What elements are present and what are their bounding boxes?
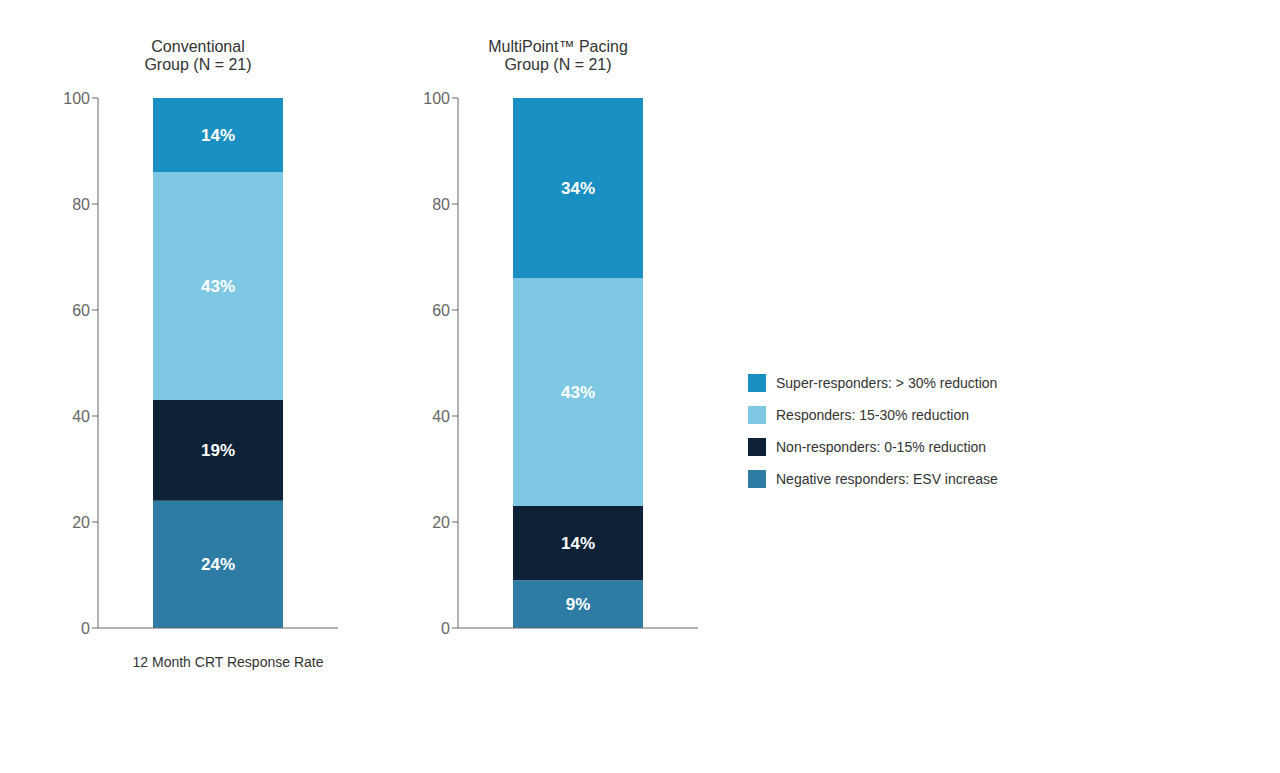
html-text:Conventional: Conventional [151,38,245,55]
svg-text:34%: 34% [561,179,595,198]
svg-text:20: 20 [432,514,450,531]
svg-text:40: 40 [72,408,90,425]
html-text:12 Month CRT Response Rate: 12 Month CRT Response Rate [132,654,324,670]
html-text:Responders: 15-30% reduction: Responders: 15-30% reduction [776,407,969,423]
svg-text:14%: 14% [201,126,235,145]
svg-text:20: 20 [72,514,90,531]
svg-text:24%: 24% [201,555,235,574]
svg-text:60: 60 [432,302,450,319]
html-text:Non-responders: 0-15% reductio: Non-responders: 0-15% reduction [776,439,987,455]
svg-text:14%: 14% [561,534,595,553]
html-text:Negative responders: ESV incre: Negative responders: ESV increase [776,471,998,487]
svg-text:100: 100 [423,90,450,107]
html-text:MultiPoint™ Pacing: MultiPoint™ Pacing [488,38,628,55]
svg-text:9%: 9% [566,595,591,614]
svg-text:60: 60 [72,302,90,319]
svg-text:40: 40 [432,408,450,425]
svg-text:100: 100 [63,90,90,107]
html-text:Super-responders: > 30% reduct: Super-responders: > 30% reduction [776,375,998,391]
svg-text:80: 80 [72,196,90,213]
svg-text:0: 0 [81,620,90,637]
svg-text:0: 0 [441,620,450,637]
svg-text:43%: 43% [561,383,595,402]
svg-text:80: 80 [432,196,450,213]
html-text:Group (N = 21): Group (N = 21) [504,56,612,73]
svg-text:19%: 19% [201,441,235,460]
html-text:Group (N = 21): Group (N = 21) [144,56,252,73]
svg-text:43%: 43% [201,277,235,296]
